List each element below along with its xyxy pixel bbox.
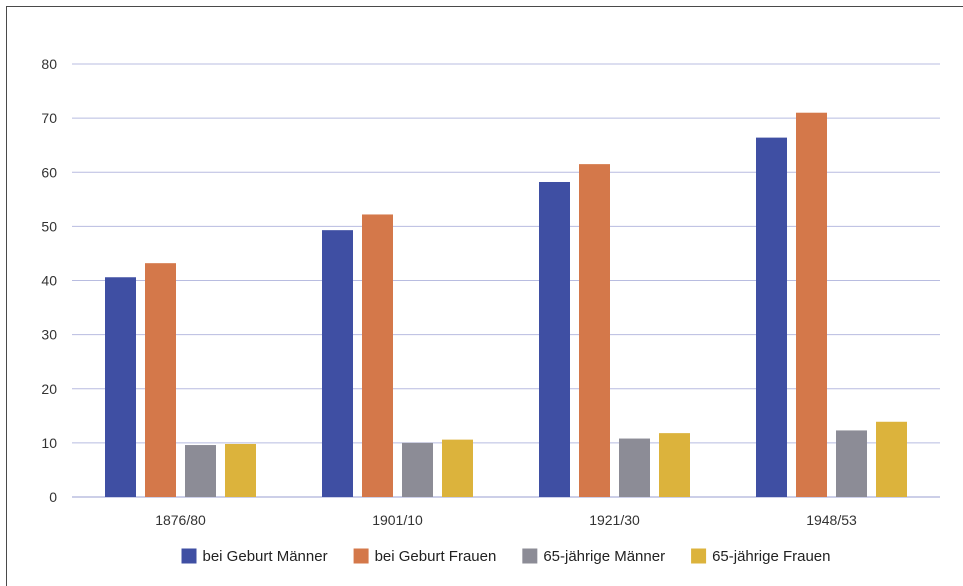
legend-label: 65-jährige Frauen — [712, 548, 830, 565]
y-tick-label: 40 — [41, 273, 57, 289]
x-axis-ticks: 1876/80 1901/10 1921/30 1948/53 — [155, 512, 857, 528]
bars — [105, 112, 907, 498]
bar — [145, 263, 176, 497]
y-axis-ticks: 0 10 20 30 40 50 60 70 80 — [41, 56, 57, 505]
bar — [185, 445, 216, 497]
legend-label: bei Geburt Männer — [203, 548, 328, 565]
bar — [539, 181, 570, 497]
bar — [362, 214, 393, 497]
bar — [796, 112, 827, 498]
x-tick-label: 1921/30 — [589, 512, 640, 528]
legend-swatch — [181, 548, 197, 564]
y-tick-label: 60 — [41, 164, 57, 180]
bar — [876, 421, 907, 497]
y-tick-label: 0 — [49, 489, 57, 505]
y-tick-label: 20 — [41, 381, 57, 397]
bar — [836, 430, 867, 497]
x-tick-label: 1876/80 — [155, 512, 206, 528]
bar — [402, 442, 433, 497]
bar — [105, 277, 136, 497]
legend-label: bei Geburt Frauen — [375, 548, 497, 565]
y-tick-label: 30 — [41, 327, 57, 343]
bar — [619, 438, 650, 497]
gridlines — [72, 63, 940, 498]
bar — [225, 443, 256, 497]
x-tick-label: 1901/10 — [372, 512, 423, 528]
bar — [659, 433, 690, 497]
legend-swatch — [691, 548, 707, 564]
bar — [579, 164, 610, 497]
y-tick-label: 80 — [41, 56, 57, 72]
legend-label: 65-jährige Männer — [543, 548, 665, 565]
y-tick-label: 10 — [41, 435, 57, 451]
y-tick-label: 70 — [41, 110, 57, 126]
legend: bei Geburt Männer bei Geburt Frauen 65-jäh… — [181, 548, 830, 565]
y-tick-label: 50 — [41, 218, 57, 234]
x-tick-label: 1948/53 — [806, 512, 857, 528]
legend-swatch — [353, 548, 369, 564]
bar — [756, 137, 787, 498]
bar — [442, 439, 473, 497]
legend-swatch — [522, 548, 538, 564]
bar — [322, 230, 353, 497]
